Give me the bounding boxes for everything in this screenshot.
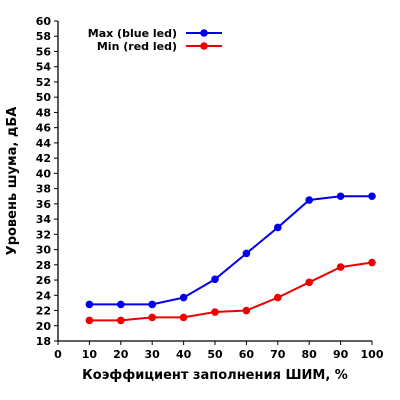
series-line: [89, 195, 372, 306]
x-tick-label: 80: [302, 348, 318, 361]
y-tick-label: 30: [36, 244, 52, 257]
y-tick-label: 34: [36, 213, 52, 226]
axes: [57, 21, 372, 342]
legend-marker: [200, 42, 208, 50]
x-tick-label: 30: [145, 348, 161, 361]
y-tick-label: 26: [36, 274, 52, 287]
data-point: [211, 308, 219, 316]
data-point: [368, 192, 376, 201]
y-tick-label: 22: [36, 305, 51, 318]
y-tick-label: 18: [36, 335, 51, 348]
y-tick-label: 28: [36, 259, 51, 272]
y-tick-label: 36: [36, 198, 52, 211]
data-point: [336, 263, 345, 271]
x-axis-ticks: 0 10 20 30 40 50 60 70 80 90 100: [54, 341, 384, 361]
y-tick-label: 42: [36, 152, 51, 165]
y-tick-label: 20: [36, 320, 52, 333]
y-tick-label: 60: [36, 15, 52, 28]
data-point: [148, 300, 156, 309]
y-tick-label: 54: [36, 61, 52, 74]
x-tick-label: 100: [361, 348, 384, 361]
y-axis-title: Уровень шума, дБА: [5, 107, 20, 256]
y-tick-label: 56: [36, 45, 52, 58]
legend: Max (blue led)Min (red led): [88, 27, 222, 53]
x-tick-label: 60: [239, 348, 255, 361]
y-tick-label: 24: [36, 289, 52, 302]
data-point: [179, 293, 188, 302]
data-point: [117, 316, 125, 325]
data-point: [274, 293, 282, 302]
y-tick-label: 48: [36, 106, 51, 119]
y-tick-label: 50: [36, 91, 52, 104]
data-point: [305, 196, 314, 204]
y-tick-label: 44: [36, 137, 52, 150]
data-point: [368, 258, 376, 267]
series-min: [85, 258, 376, 325]
x-tick-label: 90: [333, 348, 349, 361]
series-line: [89, 261, 373, 322]
y-tick-label: 58: [36, 30, 51, 43]
x-tick-label: 20: [113, 348, 129, 361]
series-layer: [85, 192, 376, 325]
y-tick-label: 46: [36, 122, 52, 135]
legend-label: Min (red led): [97, 40, 177, 53]
x-tick-label: 0: [54, 348, 62, 361]
data-point: [274, 223, 282, 232]
x-tick-label: 50: [207, 348, 223, 361]
data-point: [242, 306, 251, 315]
data-point: [305, 278, 314, 287]
legend-marker: [200, 29, 208, 37]
x-tick-label: 40: [176, 348, 192, 361]
data-point: [336, 192, 345, 201]
x-axis-title: Коэффициент заполнения ШИМ, %: [82, 368, 348, 383]
x-tick-label: 70: [270, 348, 286, 361]
y-tick-label: 40: [36, 167, 52, 180]
y-axis-ticks: 18 20 22 24 26 28 30 32 34 36 38 40 42 44 46 48 50 52 54 56…: [36, 15, 58, 348]
y-tick-label: 32: [36, 228, 51, 241]
data-point: [85, 300, 94, 309]
data-point: [179, 313, 188, 322]
data-point: [148, 313, 156, 322]
x-tick-label: 10: [82, 348, 98, 361]
data-point: [211, 275, 219, 284]
data-point: [117, 300, 125, 309]
y-tick-label: 38: [36, 183, 51, 196]
series-max: [85, 192, 376, 309]
data-point: [85, 316, 94, 325]
y-tick-label: 52: [36, 76, 51, 89]
data-point: [242, 249, 251, 258]
legend-label: Max (blue led): [88, 27, 177, 40]
